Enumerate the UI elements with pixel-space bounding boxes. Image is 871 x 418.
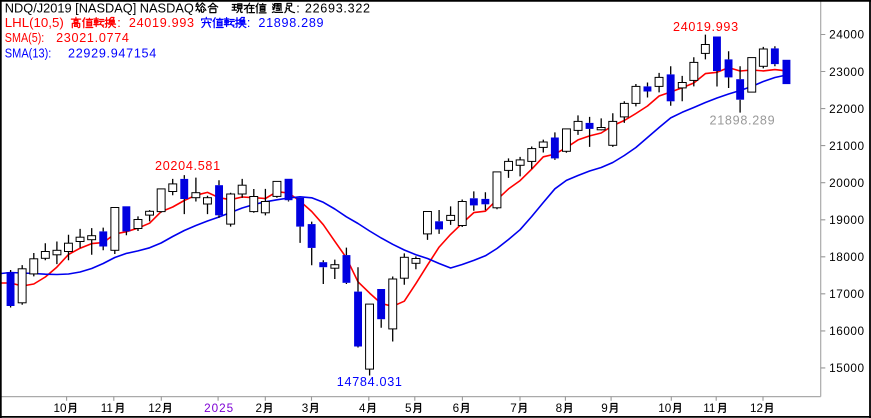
svg-text:22693.322: 22693.322 bbox=[305, 2, 371, 16]
svg-text:NDQ/J2019 [NASDAQ] NASDAQ: NDQ/J2019 [NASDAQ] NASDAQ bbox=[5, 2, 194, 16]
svg-text:21898.289: 21898.289 bbox=[710, 113, 776, 127]
svg-text:2: 2 bbox=[256, 402, 263, 415]
svg-text:12: 12 bbox=[750, 402, 763, 415]
svg-text:SMA(5):: SMA(5): bbox=[5, 31, 45, 45]
svg-text:8: 8 bbox=[556, 402, 563, 415]
svg-text:4: 4 bbox=[359, 402, 366, 415]
svg-text:SMA(13):: SMA(13): bbox=[5, 47, 52, 61]
svg-text:24019.993: 24019.993 bbox=[673, 20, 739, 34]
svg-text:LHL(10,5): LHL(10,5) bbox=[5, 16, 64, 30]
svg-text:5: 5 bbox=[405, 402, 412, 415]
svg-text:23021.0774: 23021.0774 bbox=[56, 31, 130, 45]
svg-text:2025: 2025 bbox=[204, 402, 234, 415]
svg-text:17000: 17000 bbox=[829, 287, 865, 301]
svg-text:9: 9 bbox=[601, 402, 608, 415]
svg-text:6: 6 bbox=[453, 402, 460, 415]
svg-text:22000: 22000 bbox=[829, 102, 865, 116]
svg-text:19000: 19000 bbox=[829, 213, 865, 227]
svg-text:15000: 15000 bbox=[829, 361, 865, 375]
svg-text:10: 10 bbox=[658, 402, 672, 415]
svg-text:12: 12 bbox=[148, 402, 161, 415]
svg-text:16000: 16000 bbox=[829, 324, 865, 338]
svg-text:10: 10 bbox=[54, 402, 68, 415]
svg-text:20000: 20000 bbox=[829, 176, 865, 190]
svg-text:21000: 21000 bbox=[829, 139, 865, 153]
svg-text::: : bbox=[247, 16, 251, 30]
svg-text:22929.947154: 22929.947154 bbox=[68, 47, 157, 61]
svg-text:3: 3 bbox=[302, 402, 309, 415]
svg-text:24019.993: 24019.993 bbox=[129, 16, 195, 30]
svg-text:23000: 23000 bbox=[829, 65, 865, 79]
svg-text:20204.581: 20204.581 bbox=[155, 159, 221, 173]
svg-text:14784.031: 14784.031 bbox=[337, 375, 403, 389]
svg-text::: : bbox=[296, 2, 300, 16]
svg-text:21898.289: 21898.289 bbox=[258, 16, 324, 30]
svg-text:7: 7 bbox=[510, 402, 517, 415]
svg-text:11: 11 bbox=[703, 402, 715, 415]
svg-text:24000: 24000 bbox=[829, 28, 865, 42]
svg-text:11: 11 bbox=[101, 402, 113, 415]
svg-text:18000: 18000 bbox=[829, 250, 865, 264]
svg-text::: : bbox=[117, 16, 121, 30]
